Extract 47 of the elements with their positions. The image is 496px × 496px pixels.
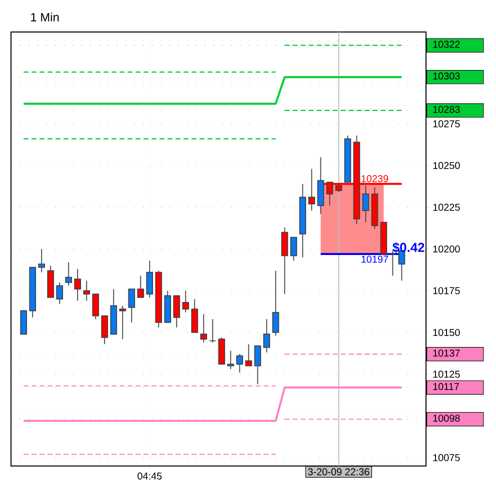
candlestick — [83, 280, 90, 302]
candlestick — [20, 310, 28, 335]
y-tick-label: 10283 — [433, 106, 460, 113]
candlestick — [173, 295, 180, 328]
candlestick — [146, 260, 154, 298]
y-tick-label: 10075 — [433, 454, 460, 462]
candlestick — [281, 226, 288, 295]
y-tick-label: 10322 — [433, 40, 460, 48]
y-tick-label: 10150 — [433, 328, 460, 336]
candlestick — [65, 262, 72, 286]
y-tick-label: 10250 — [433, 162, 460, 170]
candlestick — [263, 318, 270, 353]
candlestick — [128, 288, 136, 323]
candlestick — [74, 268, 82, 302]
y-tick-label: 10137 — [433, 350, 460, 357]
chart-title: 1 Min — [31, 12, 59, 22]
candlestick — [119, 305, 126, 340]
candlestick — [38, 248, 46, 273]
y-tick-label: 10275 — [433, 120, 460, 128]
candlestick — [272, 270, 280, 336]
candlestick — [101, 315, 108, 345]
candlestick — [209, 318, 216, 343]
candlestick — [290, 236, 298, 262]
annotation: $0.42 — [392, 242, 424, 253]
data-label: 10239 — [362, 175, 388, 182]
candlestick — [362, 185, 370, 223]
candlestick — [227, 350, 234, 370]
x-tick-label: 3-20-09 22:36 — [308, 468, 370, 476]
candlestick — [92, 294, 100, 320]
candlestick — [245, 344, 252, 366]
candlestick — [182, 290, 190, 313]
candlestick — [191, 298, 198, 333]
candlestick — [137, 275, 144, 298]
y-tick-label: 10303 — [433, 72, 460, 80]
candlestick — [200, 314, 208, 343]
candlestick — [254, 345, 262, 385]
y-tick-label: 10098 — [433, 414, 460, 422]
y-tick-label: 10175 — [433, 287, 460, 294]
data-label: 10197 — [362, 256, 388, 263]
x-tick-label: 04:45 — [138, 472, 162, 480]
y-tick-label: 10200 — [433, 245, 460, 253]
y-tick-label: 10117 — [433, 382, 459, 390]
candlestick — [236, 354, 244, 373]
y-tick-label: 10125 — [433, 370, 460, 378]
candlestick — [308, 168, 316, 212]
candlestick — [56, 282, 64, 305]
y-tick-label: 10225 — [433, 204, 460, 211]
